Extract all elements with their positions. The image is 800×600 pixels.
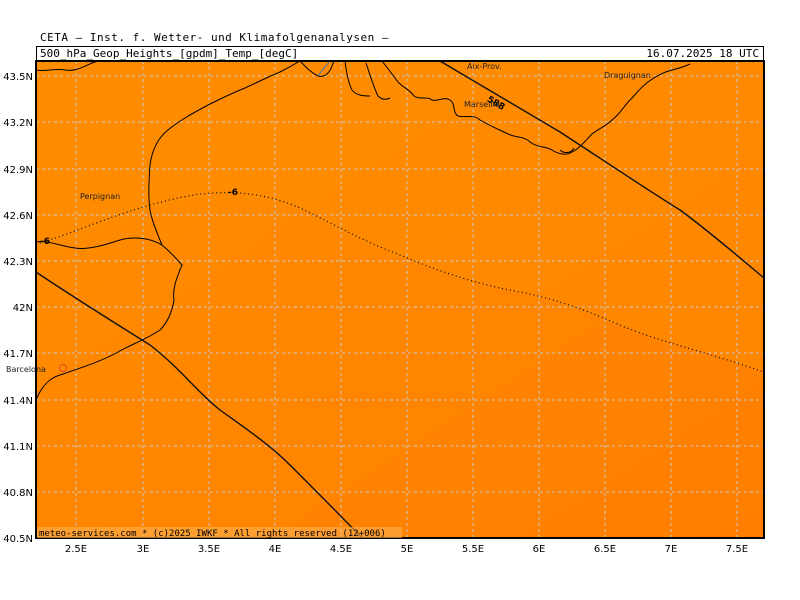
parameter-label: 500_hPa_Geop_Heights_[gpdm]_Temp_[degC]: [40, 47, 299, 60]
latitude-axis: 43.5N 43.2N 42.9N 42.6N 42.3N 42N 41.7N …: [3, 72, 33, 545]
lon-tick: 4.5E: [330, 544, 352, 555]
lat-tick: 43.2N: [3, 118, 33, 129]
lat-tick: 42.6N: [3, 211, 33, 222]
lon-tick: 5E: [401, 544, 414, 555]
lat-tick: 41.4N: [3, 396, 33, 407]
lon-tick: 7E: [665, 544, 678, 555]
valid-time-label: 16.07.2025 18 UTC: [646, 47, 759, 60]
lon-tick: 6.5E: [594, 544, 616, 555]
river: [317, 61, 331, 77]
credit-bar: [37, 527, 402, 538]
page-header: CETA — Inst. f. Wetter- und Klimafolgena…: [40, 31, 390, 44]
longitude-axis: 2.5E 3E 3.5E 4E 4.5E 5E 5.5E 6E 6.5E 7E …: [65, 544, 748, 555]
place-barcelona: Barcelona: [6, 365, 46, 374]
lat-tick: 42.3N: [3, 257, 33, 268]
cooler-zone: [36, 61, 764, 372]
temperature-contour-minus6: [36, 192, 764, 373]
place-perpignan: Perpignan: [80, 192, 120, 201]
lat-tick: 42N: [13, 303, 33, 314]
barcelona-marker: [59, 364, 67, 372]
lon-tick: 6E: [533, 544, 546, 555]
geopotential-contour-588: [439, 61, 764, 279]
contour-label-minus6-center: -6: [228, 188, 238, 198]
geopotential-contour-sw: [36, 271, 363, 538]
lon-tick: 4E: [269, 544, 282, 555]
lon-tick: 5.5E: [462, 544, 484, 555]
map-grid: [36, 61, 764, 538]
credit-text: meteo-services.com * (c)2025 IWKF * All …: [39, 529, 386, 539]
lat-tick: 41.7N: [3, 349, 33, 360]
subtitle-bar: 500_hPa_Geop_Heights_[gpdm]_Temp_[degC] …: [36, 46, 764, 60]
place-marseille: Marseille: [464, 100, 500, 109]
contour-label-minus6-west: -6: [40, 237, 50, 247]
lon-tick: 3E: [137, 544, 150, 555]
lon-tick: 3.5E: [198, 544, 220, 555]
lon-tick: 7.5E: [726, 544, 748, 555]
place-draguignan: Draguignan: [604, 71, 651, 80]
lat-tick: 41.1N: [3, 442, 33, 453]
lat-tick: 40.5N: [3, 534, 33, 545]
lat-tick: 40.8N: [3, 488, 33, 499]
lat-tick: 42.9N: [3, 165, 33, 176]
lon-tick: 2.5E: [65, 544, 87, 555]
lat-tick: 43.5N: [3, 72, 33, 83]
place-aix: Aix-Prov.: [467, 62, 502, 71]
